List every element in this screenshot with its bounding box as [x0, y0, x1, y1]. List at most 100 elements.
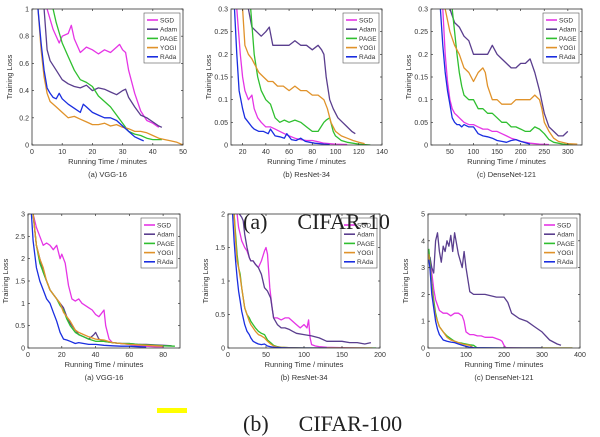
y-axis-label: Training Loss: [5, 54, 14, 99]
legend-label-yogi: YOGI: [157, 250, 173, 257]
y-tick-label: 1: [21, 301, 25, 308]
series-line-yogi: [241, 9, 365, 145]
row-caption-label: (b): [243, 411, 269, 436]
x-tick-label: 20: [239, 149, 247, 156]
x-tick-label: 0: [30, 149, 34, 156]
legend-label-page: PAGE: [359, 36, 377, 43]
x-tick-label: 100: [460, 352, 472, 359]
x-tick-label: 60: [125, 352, 133, 359]
x-tick-label: 0: [26, 352, 30, 359]
y-tick-label: 2.5: [15, 234, 25, 241]
x-axis-label: Running Time / minutes: [267, 157, 346, 166]
legend: SGD Adam PAGE YOGI RAda: [542, 12, 580, 64]
legend-label-rada: RAda: [559, 54, 576, 61]
y-tick-label: 0.25: [414, 29, 428, 36]
series-line-adam: [247, 9, 356, 135]
x-tick-label: 100: [298, 352, 310, 359]
legend-label-yogi: YOGI: [559, 45, 575, 52]
x-tick-label: 300: [536, 352, 548, 359]
series-line-adam: [429, 232, 562, 346]
legend-label-page: PAGE: [557, 241, 575, 248]
x-tick-label: 140: [376, 149, 388, 156]
legend-label-rada: RAda: [557, 259, 574, 266]
y-tick-label: 0: [424, 143, 428, 150]
y-tick-label: 0.3: [418, 7, 428, 14]
series-line-sgd: [46, 9, 160, 128]
legend-label-sgd: SGD: [559, 17, 573, 24]
chart-2: 50 100 150 200 250 300 0 0.05 0.1 0.15 0.2 0.25 0.3 R…: [404, 7, 583, 179]
x-tick-label: 0: [426, 352, 430, 359]
row-caption-cifar100: (b) CIFAR-100: [232, 385, 402, 437]
x-tick-label: 100: [468, 149, 480, 156]
subplot-caption: (c) DenseNet-121: [477, 170, 536, 179]
y-tick-label: 0: [221, 346, 225, 353]
y-tick-label: 0.05: [214, 120, 228, 127]
series-line-sgd: [429, 256, 542, 348]
y-tick-label: 2: [21, 256, 25, 263]
y-tick-label: 1: [25, 7, 29, 14]
chart-3: 0 20 40 60 80 0 0.5 1 1.5 2 2.5 3 Running Time / min…: [1, 212, 181, 382]
series-line-yogi: [444, 9, 578, 145]
legend: SGD Adam PAGE YOGI RAda: [340, 217, 378, 269]
x-tick-label: 150: [491, 149, 503, 156]
legend-label-page: PAGE: [357, 241, 375, 248]
series-line-rada: [428, 259, 542, 348]
y-tick-label: 5: [421, 212, 425, 219]
x-tick-label: 200: [374, 352, 386, 359]
x-tick-label: 50: [179, 149, 187, 156]
x-tick-label: 0: [226, 352, 230, 359]
legend-label-rada: RAda: [359, 54, 376, 61]
series-line-rada: [233, 9, 330, 145]
legend: SGD Adam PAGE YOGI RAda: [342, 12, 380, 64]
y-tick-label: 4: [421, 238, 425, 245]
series-line-adam: [449, 9, 569, 137]
x-tick-label: 120: [353, 149, 365, 156]
y-tick-label: 0.5: [215, 312, 225, 319]
row-caption-dataset: CIFAR-100: [298, 411, 403, 436]
x-tick-label: 10: [58, 149, 66, 156]
x-axis-label: Running Time / minutes: [65, 360, 144, 369]
y-tick-label: 0.2: [19, 115, 29, 122]
legend-label-yogi: YOGI: [359, 45, 375, 52]
subplot-caption: (a) VGG-16: [88, 170, 127, 179]
subplot-caption: (b) ResNet-34: [283, 170, 330, 179]
series-line-rada: [231, 214, 327, 348]
x-tick-label: 80: [308, 149, 316, 156]
legend-label-sgd: SGD: [557, 222, 571, 229]
y-tick-label: 1: [221, 279, 225, 286]
legend-label-sgd: SGD: [357, 222, 371, 229]
x-axis-label: Running Time / minutes: [68, 157, 147, 166]
legend-label-adam: Adam: [357, 232, 374, 239]
x-axis-label: Running Time / minutes: [465, 360, 544, 369]
y-axis-label: Training Loss: [1, 258, 10, 303]
legend-label-rada: RAda: [157, 259, 174, 266]
x-tick-label: 50: [446, 149, 454, 156]
legend-label-sgd: SGD: [359, 17, 373, 24]
legend-label-page: PAGE: [559, 36, 577, 43]
y-tick-label: 0.1: [218, 97, 228, 104]
x-tick-label: 250: [538, 149, 550, 156]
legend-label-adam: Adam: [557, 232, 574, 239]
series-line-rada: [30, 214, 147, 348]
x-tick-label: 20: [89, 149, 97, 156]
y-tick-label: 1.5: [15, 279, 25, 286]
x-tick-label: 40: [149, 149, 157, 156]
series-line-page: [250, 9, 371, 145]
y-tick-label: 0: [21, 346, 25, 353]
x-tick-label: 200: [498, 352, 510, 359]
y-tick-label: 3: [21, 212, 25, 219]
y-tick-label: 1: [421, 319, 425, 326]
y-tick-label: 0.15: [414, 75, 428, 82]
series-line-adam: [238, 214, 372, 345]
y-tick-label: 0: [421, 346, 425, 353]
legend-label-rada: RAda: [357, 259, 374, 266]
y-tick-label: 1.5: [215, 245, 225, 252]
series-line-page: [451, 9, 573, 145]
legend-label-adam: Adam: [160, 27, 177, 34]
legend-label-sgd: SGD: [160, 17, 174, 24]
y-tick-label: 0.15: [214, 75, 228, 82]
legend-label-adam: Adam: [157, 232, 174, 239]
x-tick-label: 300: [562, 149, 574, 156]
subplot-caption: (b) ResNet-34: [280, 373, 327, 382]
